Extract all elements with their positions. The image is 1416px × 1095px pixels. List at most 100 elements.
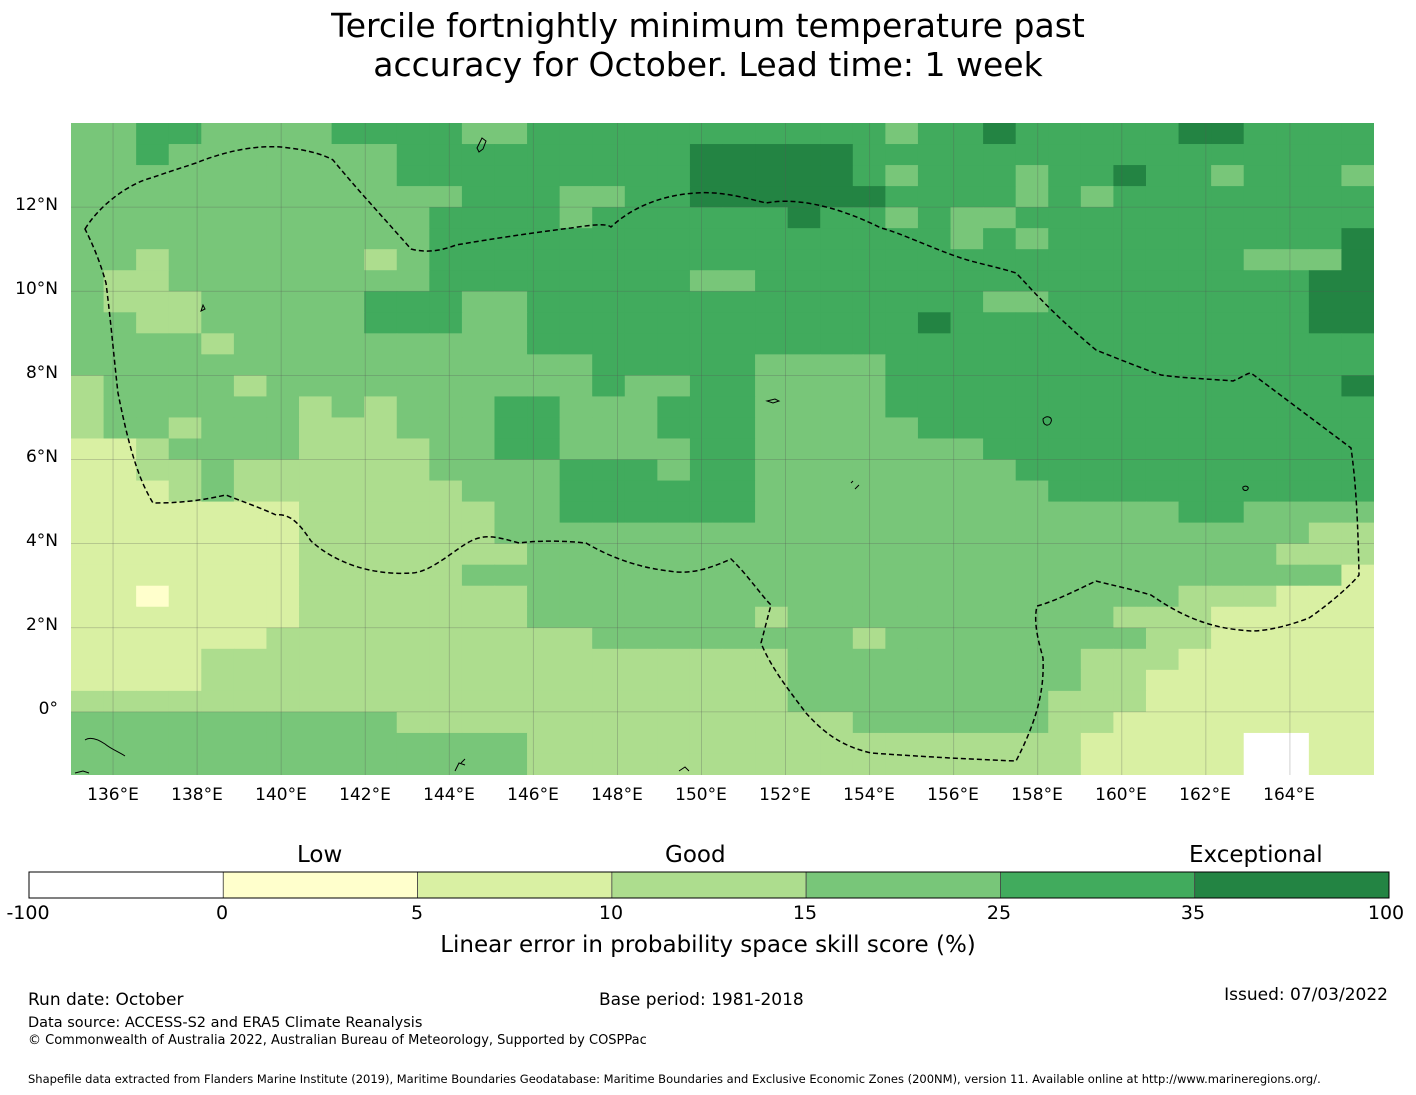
grid-cell (71, 711, 105, 734)
grid-cell (787, 522, 821, 545)
grid-cell (1341, 123, 1374, 145)
grid-cell (1145, 669, 1180, 692)
grid-cell (1341, 753, 1374, 775)
legend-category-exceptional: Exceptional (1189, 842, 1323, 868)
grid-cell (103, 753, 137, 775)
grid-cell (852, 501, 886, 524)
grid-cell (559, 732, 593, 755)
grid-cell (103, 501, 137, 524)
grid-cell (917, 480, 952, 503)
grid-cell (71, 648, 105, 671)
grid-cell (1276, 186, 1310, 208)
grid-cell (396, 375, 430, 398)
grid-cell (136, 627, 170, 650)
grid-cell (722, 228, 756, 250)
grid-cell (852, 375, 886, 398)
grid-cell (885, 144, 919, 166)
grid-cell (1243, 312, 1277, 334)
grid-cell (755, 165, 789, 187)
grid-cell (71, 564, 105, 587)
grid-cell (689, 417, 724, 440)
grid-cell (1211, 585, 1245, 608)
grid-cell (266, 123, 300, 145)
grid-cell (1308, 396, 1343, 419)
grid-cell (1341, 480, 1374, 503)
grid-cell (820, 165, 854, 187)
grid-cell (559, 333, 593, 355)
grid-cell (201, 291, 235, 313)
grid-cell (331, 627, 365, 650)
grid-cell (983, 690, 1017, 713)
grid-cell (1341, 312, 1374, 334)
grid-cell (136, 123, 170, 145)
grid-cell (1113, 417, 1147, 440)
grid-cell (592, 753, 626, 775)
grid-cell (168, 585, 202, 608)
grid-cell (917, 123, 952, 145)
legend-tick: 0 (215, 902, 229, 924)
grid-cell (983, 144, 1017, 166)
grid-cell (1276, 669, 1310, 692)
grid-cell (1341, 354, 1374, 376)
grid-cell (1113, 396, 1147, 419)
grid-cell (1080, 753, 1115, 775)
grid-cell (527, 690, 561, 713)
grid-cell (689, 291, 724, 313)
grid-cell (592, 186, 626, 208)
grid-cell (657, 648, 691, 671)
grid-cell (527, 627, 561, 650)
grid-cell (559, 228, 593, 250)
grid-cell (657, 480, 691, 503)
grid-cell (527, 144, 561, 166)
grid-cell (1276, 522, 1310, 545)
grid-cell (396, 627, 430, 650)
grid-cell (917, 564, 952, 587)
grid-cell (1308, 291, 1343, 313)
grid-cell (364, 144, 398, 166)
grid-cell (168, 732, 202, 755)
grid-cell (299, 606, 333, 629)
grid-cell (592, 333, 626, 355)
grid-cell (1145, 711, 1180, 734)
grid-cell (1048, 753, 1082, 775)
grid-cell (266, 396, 300, 419)
grid-cell (1113, 669, 1147, 692)
grid-cell (1145, 690, 1180, 713)
grid-cell (950, 480, 984, 503)
grid-cell (1113, 753, 1147, 775)
grid-cell (364, 711, 398, 734)
grid-cell (755, 669, 789, 692)
grid-cell (755, 186, 789, 208)
grid-cell (689, 606, 724, 629)
grid-cell (624, 312, 658, 334)
grid-cell (168, 333, 202, 355)
grid-cell (331, 669, 365, 692)
grid-cell (820, 501, 854, 524)
grid-cell (71, 585, 105, 608)
grid-cell (1080, 333, 1115, 355)
grid-cell (1178, 459, 1212, 482)
grid-cell (820, 249, 854, 271)
grid-cell (1145, 459, 1180, 482)
grid-cell (1015, 564, 1049, 587)
grid-cell (1080, 249, 1115, 271)
island-new-guinea-coast (74, 737, 126, 774)
grid-cell (852, 543, 886, 566)
grid-cell (494, 312, 528, 334)
grid-cell (722, 375, 756, 398)
grid-cell (983, 249, 1017, 271)
grid-cell (266, 375, 300, 398)
grid-cell (950, 543, 984, 566)
grid-cell (71, 375, 105, 398)
grid-cell (917, 438, 952, 461)
grid-cell (1243, 270, 1277, 292)
grid-cell (1308, 585, 1343, 608)
grid-cell (266, 480, 300, 503)
grid-cell (266, 333, 300, 355)
grid-cell (103, 606, 137, 629)
grid-cell (71, 228, 105, 250)
grid-cell (722, 690, 756, 713)
grid-cell (1113, 123, 1147, 145)
grid-cell (950, 669, 984, 692)
grid-cell (103, 165, 137, 187)
